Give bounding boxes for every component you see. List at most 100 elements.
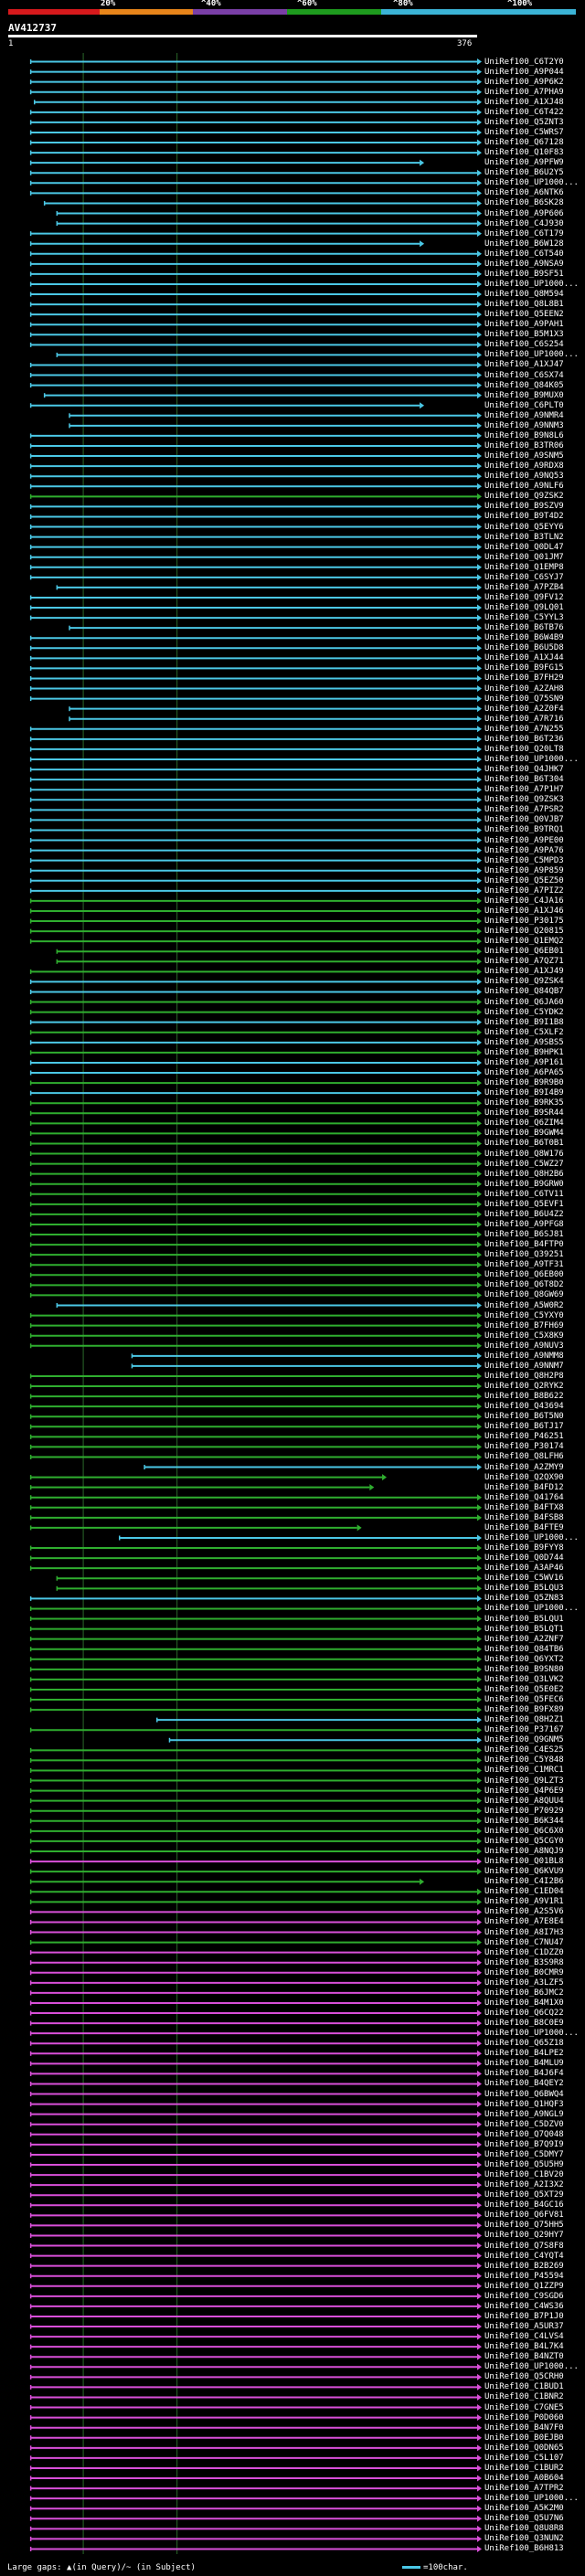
hit-label[interactable]: UniRef100_UP1000... [484,2494,579,2504]
hit-label[interactable]: UniRef100_B4M1X0 [484,1998,564,2008]
hit-label[interactable]: UniRef100_B6W4B9 [484,633,564,643]
hit-row[interactable] [29,2070,482,2077]
hit-row[interactable] [29,1878,425,1885]
hit-label[interactable]: UniRef100_Q8LFH6 [484,1452,564,1462]
hit-label[interactable]: UniRef100_B4QEY2 [484,2079,564,2089]
hit-label[interactable]: UniRef100_P70929 [484,1806,564,1816]
hit-label[interactable]: UniRef100_B3TLN2 [484,532,564,542]
hit-row[interactable] [29,2293,482,2300]
hit-row[interactable] [29,1888,482,1895]
hit-row[interactable] [29,1494,482,1501]
hit-label[interactable]: UniRef100_B9SZV9 [484,502,564,512]
hit-row[interactable] [29,2040,482,2047]
hit-label[interactable]: UniRef100_C1BV20 [484,2170,564,2180]
hit-label[interactable]: UniRef100_A2ZNF7 [484,1634,564,1644]
hit-row[interactable] [29,1929,482,1936]
hit-row[interactable] [33,99,482,106]
hit-row[interactable] [29,493,482,500]
hit-label[interactable]: UniRef100_UP1000... [484,1604,579,1614]
hit-label[interactable]: UniRef100_C6TV11 [484,1189,564,1199]
hit-label[interactable]: UniRef100_UP1000... [484,755,579,764]
hit-row[interactable] [29,1443,482,1450]
hit-label[interactable]: UniRef100_C6PLT0 [484,400,564,410]
hit-label[interactable]: UniRef100_B9FYY8 [484,1543,564,1553]
hit-label[interactable]: UniRef100_C4ES25 [484,1745,564,1755]
hit-row[interactable] [29,1453,482,1460]
hit-label[interactable]: UniRef100_C5Y848 [484,1755,564,1765]
hit-label[interactable]: UniRef100_A9NSA9 [484,259,564,269]
hit-row[interactable] [29,2161,482,2168]
hit-row[interactable] [29,2303,482,2310]
hit-label[interactable]: UniRef100_Q5ZN83 [484,1594,564,1604]
hit-label[interactable]: UniRef100_A5W0R2 [484,1300,564,1310]
hit-row[interactable] [29,1616,482,1623]
hit-label[interactable]: UniRef100_B9MUX0 [484,390,564,400]
hit-label[interactable]: UniRef100_C1BUR2 [484,2463,564,2473]
hit-label[interactable]: UniRef100_Q1EMP8 [484,562,564,572]
hit-label[interactable]: UniRef100_A9P044 [484,67,564,77]
hit-label[interactable]: UniRef100_B4N7F0 [484,2422,564,2433]
hit-row[interactable] [43,199,482,207]
hit-row[interactable] [29,1797,482,1805]
hit-row[interactable] [29,1564,482,1572]
hit-row[interactable] [29,2131,482,2138]
hit-label[interactable]: UniRef100_Q8GW69 [484,1290,564,1300]
hit-row[interactable] [29,2181,482,2189]
hit-row[interactable] [29,2019,482,2027]
hit-label[interactable]: UniRef100_A5UR37 [484,2322,564,2332]
hit-row[interactable] [29,1291,482,1299]
hit-row[interactable] [119,1534,482,1542]
hit-row[interactable] [29,1949,482,1956]
hit-label[interactable]: UniRef100_A2ZAH8 [484,684,564,694]
hit-label[interactable]: UniRef100_A1XJ47 [484,360,564,370]
hit-label[interactable]: UniRef100_C1BNR2 [484,2392,564,2402]
hit-row[interactable] [29,1474,388,1481]
hit-label[interactable]: UniRef100_C6T2Y0 [484,57,564,67]
hit-row[interactable] [29,1201,482,1208]
hit-label[interactable]: UniRef100_B9TRQ1 [484,825,564,835]
hit-row[interactable] [29,1342,482,1350]
hit-label[interactable]: UniRef100_B9RK35 [484,1098,564,1108]
hit-label[interactable]: UniRef100_A9V1R1 [484,1897,564,1907]
hit-row[interactable] [29,1838,482,1845]
hit-row[interactable] [29,2323,482,2330]
hit-row[interactable] [29,1241,482,1248]
hit-label[interactable]: UniRef100_A9NMR4 [484,410,564,420]
hit-label[interactable]: UniRef100_B9HPK1 [484,1047,564,1057]
hit-label[interactable]: UniRef100_Q8H2Z1 [484,1715,564,1725]
hit-row[interactable] [29,1595,482,1602]
hit-row[interactable] [56,220,482,228]
hit-row[interactable] [56,1574,482,1582]
hit-label[interactable]: UniRef100_A9TF31 [484,1260,564,1270]
hit-row[interactable] [29,796,482,803]
hit-row[interactable] [69,624,482,631]
hit-row[interactable] [29,189,482,196]
hit-row[interactable] [29,2101,482,2108]
hit-label[interactable]: UniRef100_Q9GNM5 [484,1735,564,1745]
hit-label[interactable]: UniRef100_B9GWM4 [484,1129,564,1139]
hit-row[interactable] [29,887,482,895]
hit-label[interactable]: UniRef100_A9SNM5 [484,451,564,461]
hit-row[interactable] [29,907,482,915]
hit-label[interactable]: UniRef100_A9NGL9 [484,2109,564,2119]
hit-label[interactable]: UniRef100_A2Z0F4 [484,704,564,714]
hit-row[interactable] [29,402,425,409]
hit-label[interactable]: UniRef100_Q39251 [484,1250,564,1260]
hit-row[interactable] [29,159,425,166]
hit-label[interactable]: UniRef100_Q5XT29 [484,2190,564,2200]
hit-row[interactable] [29,1221,482,1228]
hit-row[interactable] [156,1716,482,1723]
hit-label[interactable]: UniRef100_B9I1B8 [484,1017,564,1027]
hit-row[interactable] [29,2373,482,2380]
hit-label[interactable]: UniRef100_C6T422 [484,107,564,117]
hit-row[interactable] [29,452,482,460]
hit-label[interactable]: UniRef100_Q6CQ22 [484,2009,564,2019]
hit-label[interactable]: UniRef100_Q8U8R8 [484,2524,564,2534]
hit-label[interactable]: UniRef100_A9PE00 [484,835,564,845]
hit-label[interactable]: UniRef100_Q6BWQ4 [484,2089,564,2099]
hit-row[interactable] [29,1393,482,1400]
hit-row[interactable] [29,89,482,96]
hit-label[interactable]: UniRef100_Q5CGY0 [484,1836,564,1846]
hit-label[interactable]: UniRef100_A9PA76 [484,845,564,855]
hit-label[interactable]: UniRef100_A7PSR2 [484,805,564,815]
